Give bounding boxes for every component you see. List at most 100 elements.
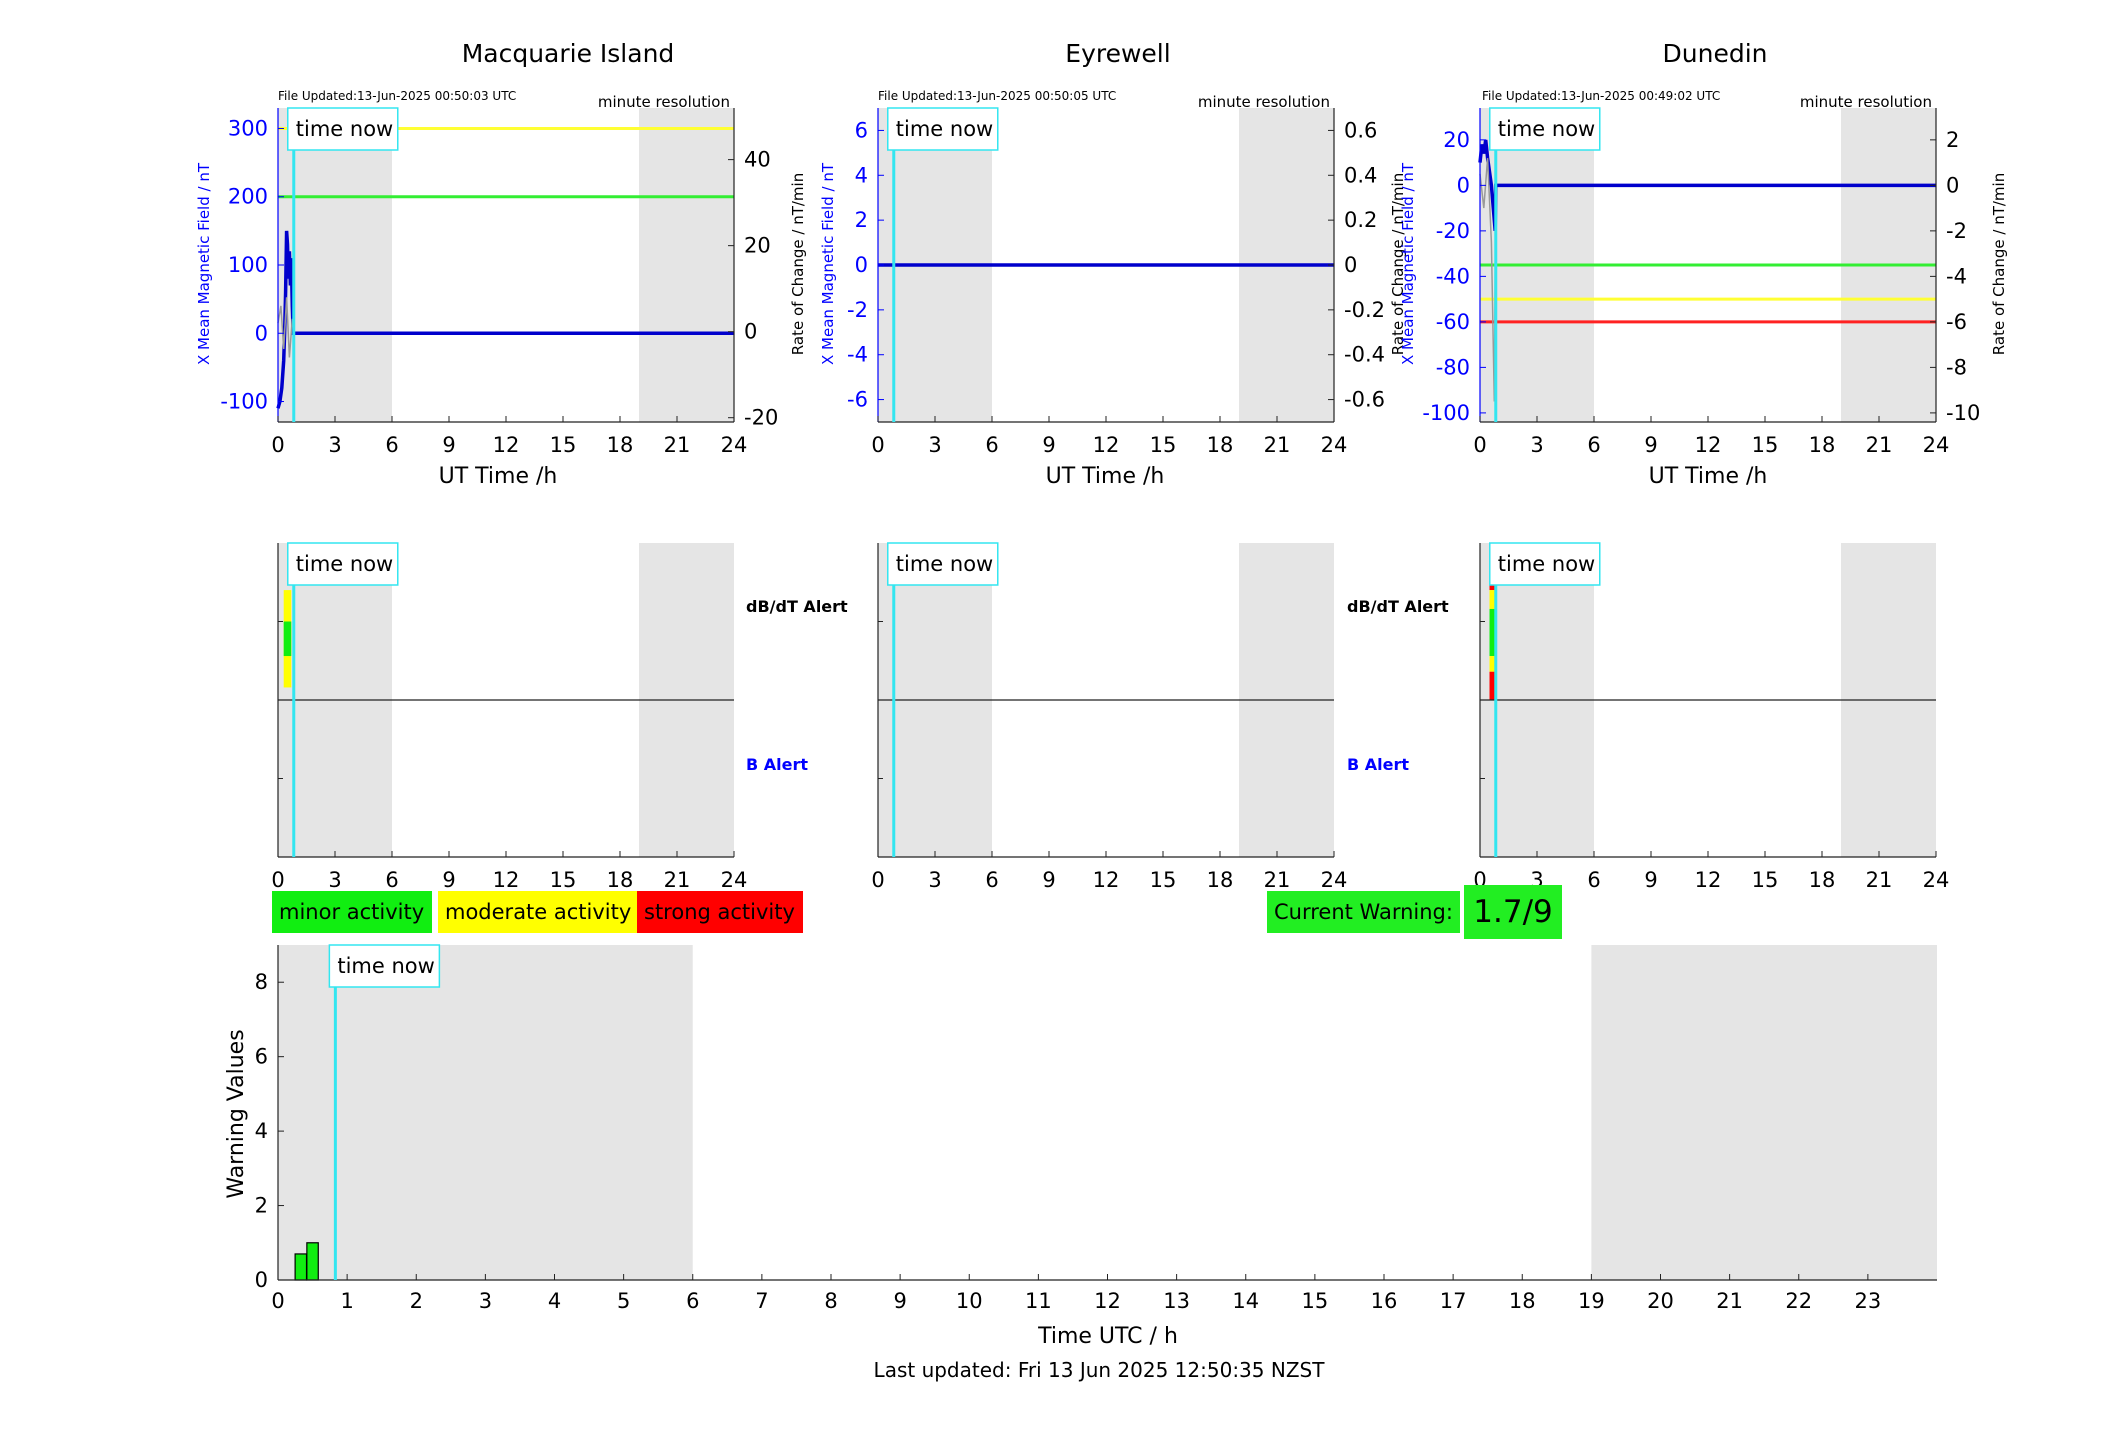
- chart-title: Dunedin: [1663, 39, 1768, 68]
- y-axis-label: Warning Values: [224, 1029, 249, 1198]
- y-right-tick-label: -2: [1946, 219, 1967, 243]
- warning-bar: [306, 1242, 319, 1281]
- x-tick-label: 3: [328, 433, 341, 457]
- x-tick-label: 6: [686, 1289, 699, 1313]
- y-tick-label: -100: [220, 390, 268, 414]
- x-tick-label: 3: [928, 433, 941, 457]
- x-tick-label: 18: [607, 433, 634, 457]
- y-tick-label: 0: [855, 253, 868, 277]
- x-tick-label: 24: [721, 433, 748, 457]
- y-axis-right-label: Rate of Change / nT/min: [1990, 173, 2008, 355]
- time-now-label-box: [887, 107, 999, 151]
- x-tick-label: 9: [1644, 433, 1657, 457]
- chart-title: Macquarie Island: [462, 39, 675, 68]
- y-tick-label: -40: [1436, 264, 1470, 288]
- time-now-label: time now: [896, 552, 993, 576]
- x-tick-label: 6: [1587, 868, 1600, 892]
- x-tick-label: 0: [871, 433, 884, 457]
- y-tick-label: 0: [1457, 173, 1470, 197]
- chart-title: Eyrewell: [1065, 39, 1170, 68]
- time-now-label-box: [287, 107, 399, 151]
- y-right-tick-label: -0.4: [1344, 343, 1385, 367]
- y-tick-label: -20: [1436, 219, 1470, 243]
- night-shade-band: [639, 108, 734, 422]
- x-axis-label: UT Time /h: [439, 464, 558, 489]
- x-tick-label: 9: [1042, 433, 1055, 457]
- x-tick-label: 21: [1264, 868, 1291, 892]
- y-tick-label: 0: [255, 1268, 268, 1292]
- time-now-label-box: [287, 542, 399, 586]
- x-tick-label: 3: [328, 868, 341, 892]
- x-tick-label: 3: [479, 1289, 492, 1313]
- y-tick-label: -60: [1436, 310, 1470, 334]
- y-tick-label: 100: [228, 253, 268, 277]
- x-tick-label: 12: [493, 868, 520, 892]
- y-axis-label: X Mean Magnetic Field / nT: [195, 162, 213, 365]
- x-tick-label: 6: [985, 433, 998, 457]
- x-tick-label: 24: [1321, 868, 1348, 892]
- alert-block-minor: [283, 621, 292, 657]
- y-tick-label: -80: [1436, 355, 1470, 379]
- y-tick-label: -100: [1422, 401, 1470, 425]
- x-tick-label: 8: [824, 1289, 837, 1313]
- x-tick-label: 12: [1695, 433, 1722, 457]
- time-now-label-box: [887, 542, 999, 586]
- x-tick-label: 0: [271, 868, 284, 892]
- x-tick-label: 15: [1150, 433, 1177, 457]
- y-tick-label: 6: [255, 1045, 268, 1069]
- y-tick-label: -6: [847, 388, 868, 412]
- y-right-tick-label: 0.6: [1344, 118, 1377, 142]
- y-right-tick-label: 2: [1946, 128, 1959, 152]
- x-tick-label: 9: [1042, 868, 1055, 892]
- x-tick-label: 22: [1785, 1289, 1812, 1313]
- x-tick-label: 24: [1321, 433, 1348, 457]
- night-shade-band: [278, 108, 392, 422]
- x-tick-label: 18: [1809, 868, 1836, 892]
- plot-area: 0 1 2 3 4 5 6 7 8 9 10 11 12 13 14 15 16 17 18 19 20 21 22 2302…: [255, 944, 1937, 1313]
- y-right-tick-label: 40: [744, 148, 771, 172]
- y-tick-label: 2: [255, 1194, 268, 1218]
- x-tick-label: 19: [1578, 1289, 1605, 1313]
- time-now-label: time now: [896, 117, 993, 141]
- x-tick-label: 2: [410, 1289, 423, 1313]
- x-tick-label: 0: [1473, 433, 1486, 457]
- x-tick-label: 18: [1509, 1289, 1536, 1313]
- x-tick-label: 12: [1695, 868, 1722, 892]
- x-tick-label: 9: [1644, 868, 1657, 892]
- resolution-text: minute resolution: [1800, 93, 1932, 111]
- y-tick-label: 200: [228, 185, 268, 209]
- x-tick-label: 0: [271, 433, 284, 457]
- y-right-tick-label: -20: [744, 406, 778, 430]
- x-tick-label: 21: [664, 868, 691, 892]
- x-tick-label: 5: [617, 1289, 630, 1313]
- b-alert-label: B Alert: [746, 755, 808, 774]
- x-tick-label: 21: [1716, 1289, 1743, 1313]
- x-tick-label: 21: [1866, 433, 1893, 457]
- y-tick-label: 4: [255, 1119, 268, 1143]
- x-tick-label: 9: [442, 433, 455, 457]
- x-tick-label: 24: [1923, 433, 1950, 457]
- plot-area: 0 3 6 9 12 15 18 21 24-1000100200300-2002040time…: [220, 107, 778, 457]
- y-tick-label: 2: [855, 208, 868, 232]
- x-tick-label: 6: [985, 868, 998, 892]
- current-warning-label: Current Warning:: [1267, 891, 1460, 933]
- x-tick-label: 6: [1587, 433, 1600, 457]
- x-tick-label: 6: [385, 868, 398, 892]
- x-tick-label: 18: [1207, 868, 1234, 892]
- alert-block-moderate: [1489, 656, 1496, 672]
- x-axis-label: Time UTC / h: [1037, 1324, 1178, 1349]
- x-tick-label: 10: [956, 1289, 983, 1313]
- time-now-label-box: [328, 944, 441, 988]
- y-right-tick-label: -6: [1946, 310, 1967, 334]
- x-tick-label: 0: [871, 868, 884, 892]
- y-axis-label: X Mean Magnetic Field / nT: [1399, 162, 1417, 365]
- x-tick-label: 12: [1094, 1289, 1121, 1313]
- x-tick-label: 15: [550, 433, 577, 457]
- y-tick-label: -4: [847, 343, 868, 367]
- x-tick-label: 0: [271, 1289, 284, 1313]
- x-tick-label: 9: [893, 1289, 906, 1313]
- x-tick-label: 16: [1371, 1289, 1398, 1313]
